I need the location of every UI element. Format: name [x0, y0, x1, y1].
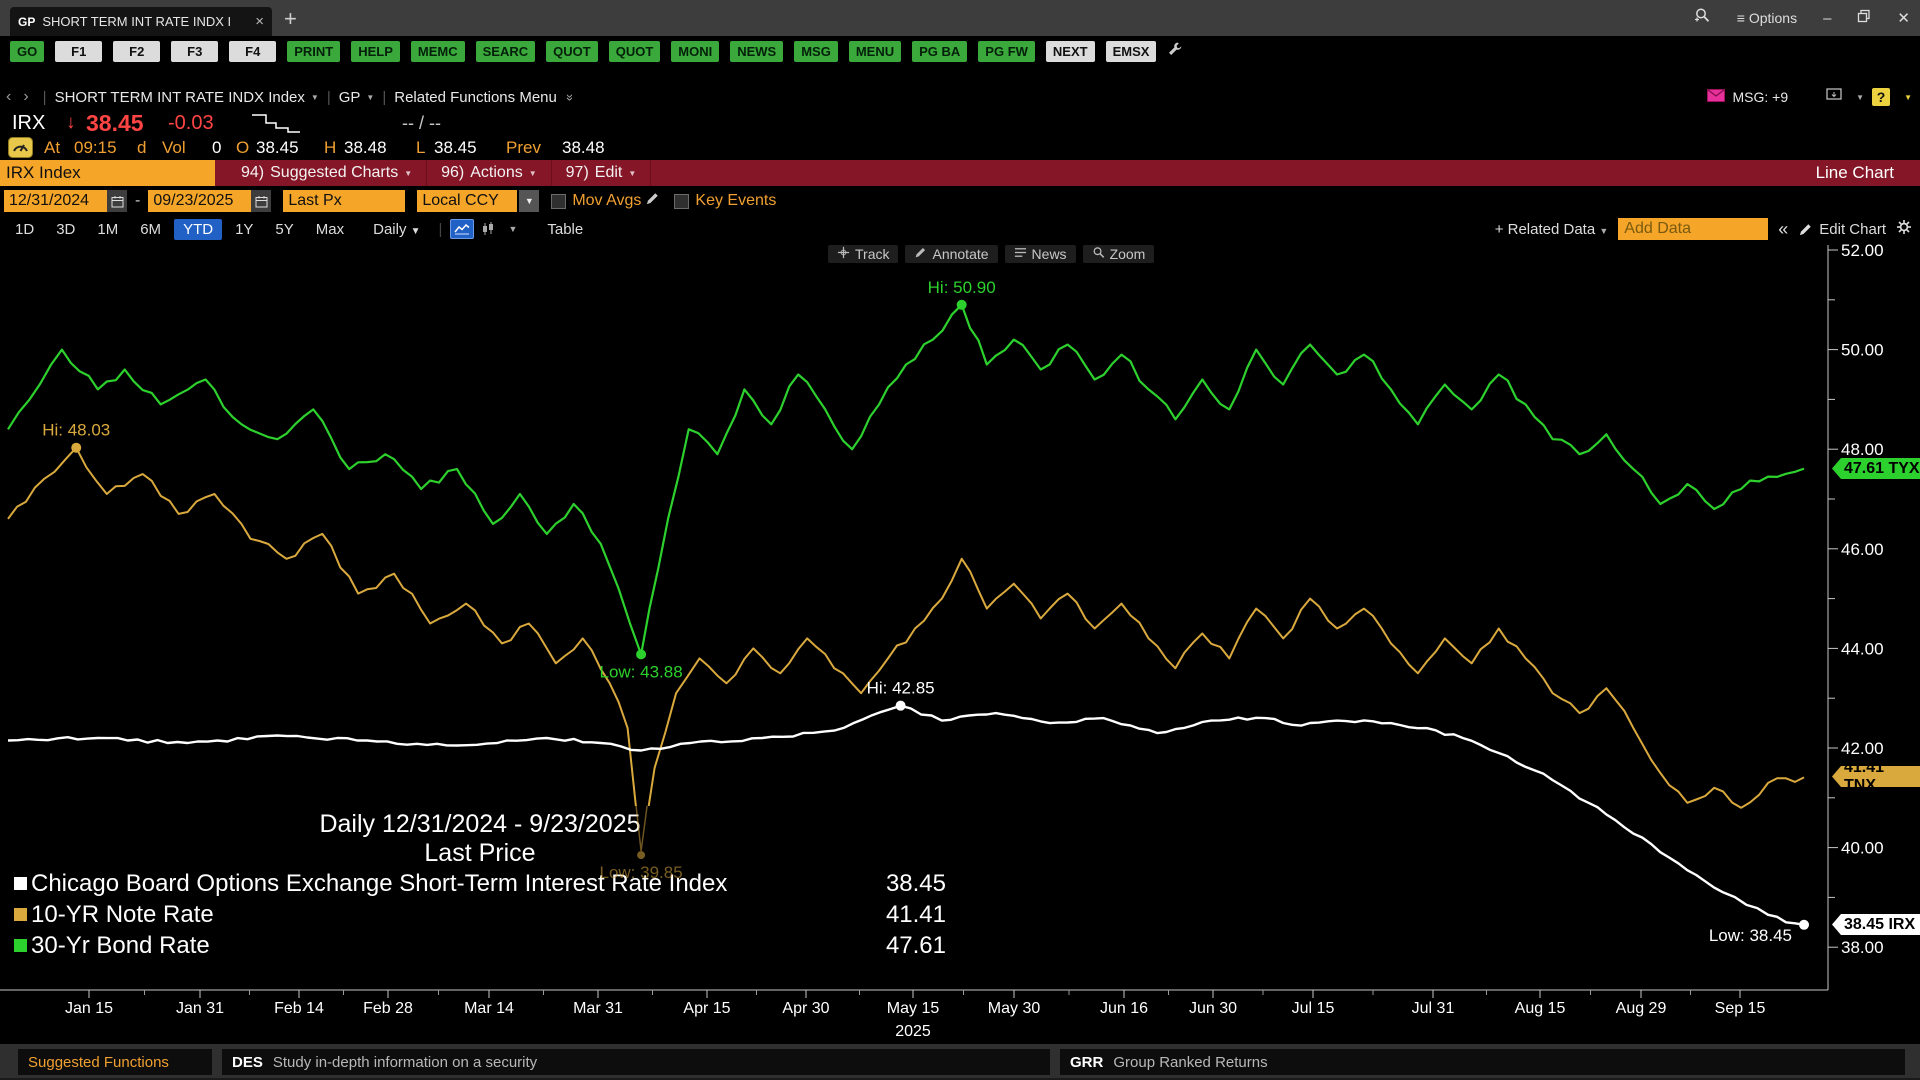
news-icon: [1014, 246, 1027, 262]
y-axis-label: 52.00: [1841, 241, 1884, 260]
x-axis-label: Jun 16: [1100, 1000, 1148, 1017]
chart-subtitle: Last Price: [14, 839, 946, 868]
chart-title: Daily 12/31/2024 - 9/23/2025: [14, 810, 946, 839]
price-tag-IRX: 38.45 IRX: [1832, 914, 1920, 935]
crosshair-icon: [837, 246, 850, 262]
legend-row: Chicago Board Options Exchange Short-Ter…: [14, 868, 946, 899]
x-axis-label: Mar 31: [573, 1000, 623, 1017]
news-tool[interactable]: News: [1005, 245, 1076, 263]
x-axis-label: Aug 15: [1515, 1000, 1566, 1017]
x-axis-label: Jan 15: [65, 1000, 113, 1017]
y-axis-label: 46.00: [1841, 540, 1884, 559]
x-axis-label: Aug 29: [1616, 1000, 1667, 1017]
x-axis-label: Feb 14: [274, 1000, 324, 1017]
magnifier-icon: [1092, 246, 1105, 262]
x-axis-label: Sep 15: [1715, 1000, 1766, 1017]
x-axis-label: Apr 30: [782, 1000, 829, 1017]
x-axis-label: May 15: [887, 1000, 940, 1017]
bloomberg-terminal-window: GP SHORT TERM INT RATE INDX I × + ≡ Opti…: [0, 0, 1920, 1080]
y-axis-label: 48.00: [1841, 440, 1884, 459]
price-tag-TYX: 47.61 TYX: [1832, 458, 1920, 479]
x-axis-label: May 30: [988, 1000, 1041, 1017]
x-axis-label: Jul 31: [1412, 1000, 1455, 1017]
pencil-icon: [914, 246, 927, 262]
x-axis-label: Apr 15: [683, 1000, 730, 1017]
track-tool[interactable]: Track: [828, 245, 898, 263]
x-axis-year-label: 2025: [895, 1023, 931, 1040]
y-axis-label: 44.00: [1841, 639, 1884, 658]
chart-legend: Daily 12/31/2024 - 9/23/2025 Last Price …: [8, 806, 956, 974]
y-axis-label: 38.00: [1841, 938, 1884, 957]
legend-row: 10-YR Note Rate41.41: [14, 899, 946, 930]
y-axis-label: 50.00: [1841, 341, 1884, 360]
annotate-tool[interactable]: Annotate: [905, 245, 997, 263]
x-axis-label: Jan 31: [176, 1000, 224, 1017]
legend-row: 30-Yr Bond Rate47.61: [14, 930, 946, 961]
zoom-tool[interactable]: Zoom: [1083, 245, 1155, 263]
price-tag-TNX: 41.41 TNX: [1832, 766, 1920, 787]
chart-toolbar: Track Annotate News Zoom: [828, 245, 1154, 263]
x-axis-label: Jul 15: [1292, 1000, 1335, 1017]
x-axis-label: Mar 14: [464, 1000, 514, 1017]
y-axis-label: 42.00: [1841, 739, 1884, 758]
x-axis-label: Jun 30: [1189, 1000, 1237, 1017]
chart-area: 38.00 40.00 42.00 44.00 46.00 48.00 50.00 52.00…: [0, 0, 1920, 1080]
y-axis-label: 40.00: [1841, 839, 1884, 858]
x-axis-label: Feb 28: [363, 1000, 413, 1017]
